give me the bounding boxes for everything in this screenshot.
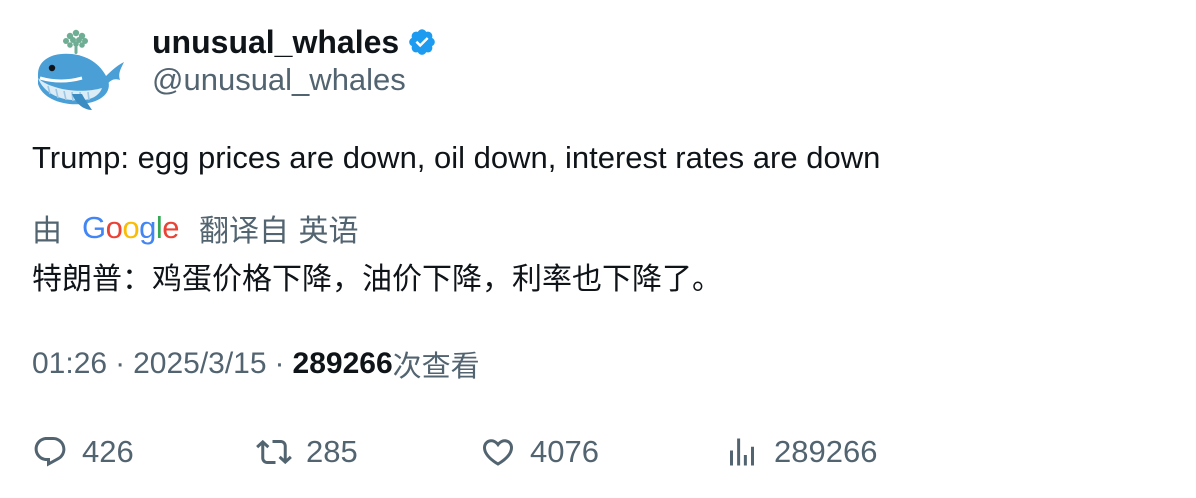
heart-icon	[482, 439, 514, 466]
google-letter: e	[162, 210, 180, 245]
google-letter: l	[155, 210, 163, 245]
google-letter: G	[82, 210, 106, 245]
reply-icon	[34, 437, 66, 467]
retweet-button[interactable]: 285	[256, 430, 358, 474]
avatar[interactable]	[32, 22, 128, 118]
views-action-count: 289266	[774, 434, 878, 469]
tweet-date[interactable]: 2025/3/15	[133, 347, 267, 380]
translation-attribution: 由 Google 翻译自 英语	[32, 206, 359, 250]
author-name-row: unusual_whales	[152, 22, 437, 62]
views-label: 次查看	[392, 349, 480, 383]
reply-count: 426	[82, 434, 134, 469]
reply-button[interactable]: 426	[32, 430, 134, 474]
google-logo: Google	[82, 210, 180, 246]
retweet-count: 285	[306, 434, 358, 469]
like-count: 4076	[530, 434, 599, 469]
views-button[interactable]: 289266	[724, 430, 877, 474]
tweet-time[interactable]: 01:26	[32, 347, 108, 380]
google-letter: o	[122, 210, 140, 245]
translation-prefix: 由	[32, 214, 62, 249]
google-letter: o	[105, 210, 123, 245]
whale-avatar-icon	[38, 29, 124, 110]
retweet-icon	[256, 439, 292, 465]
translation-suffix: 翻译自 英语	[199, 214, 359, 249]
tweet-text: Trump: egg prices are down, oil down, in…	[32, 140, 881, 175]
verified-badge-icon[interactable]	[407, 27, 437, 57]
meta-separator: ·	[115, 347, 126, 380]
like-button[interactable]: 4076	[480, 430, 599, 474]
user-handle[interactable]: @unusual_whales	[152, 62, 406, 97]
tweet-meta: 01:26 · 2025/3/15 · 289266 次查看	[32, 344, 480, 384]
display-name[interactable]: unusual_whales	[152, 23, 400, 60]
translated-text: 特朗普：鸡蛋价格下降，油价下降，利率也下降了。	[32, 262, 722, 297]
meta-separator: ·	[274, 347, 285, 380]
google-letter: g	[139, 210, 156, 245]
views-count: 289266	[292, 347, 393, 380]
views-chart-icon	[730, 438, 754, 466]
